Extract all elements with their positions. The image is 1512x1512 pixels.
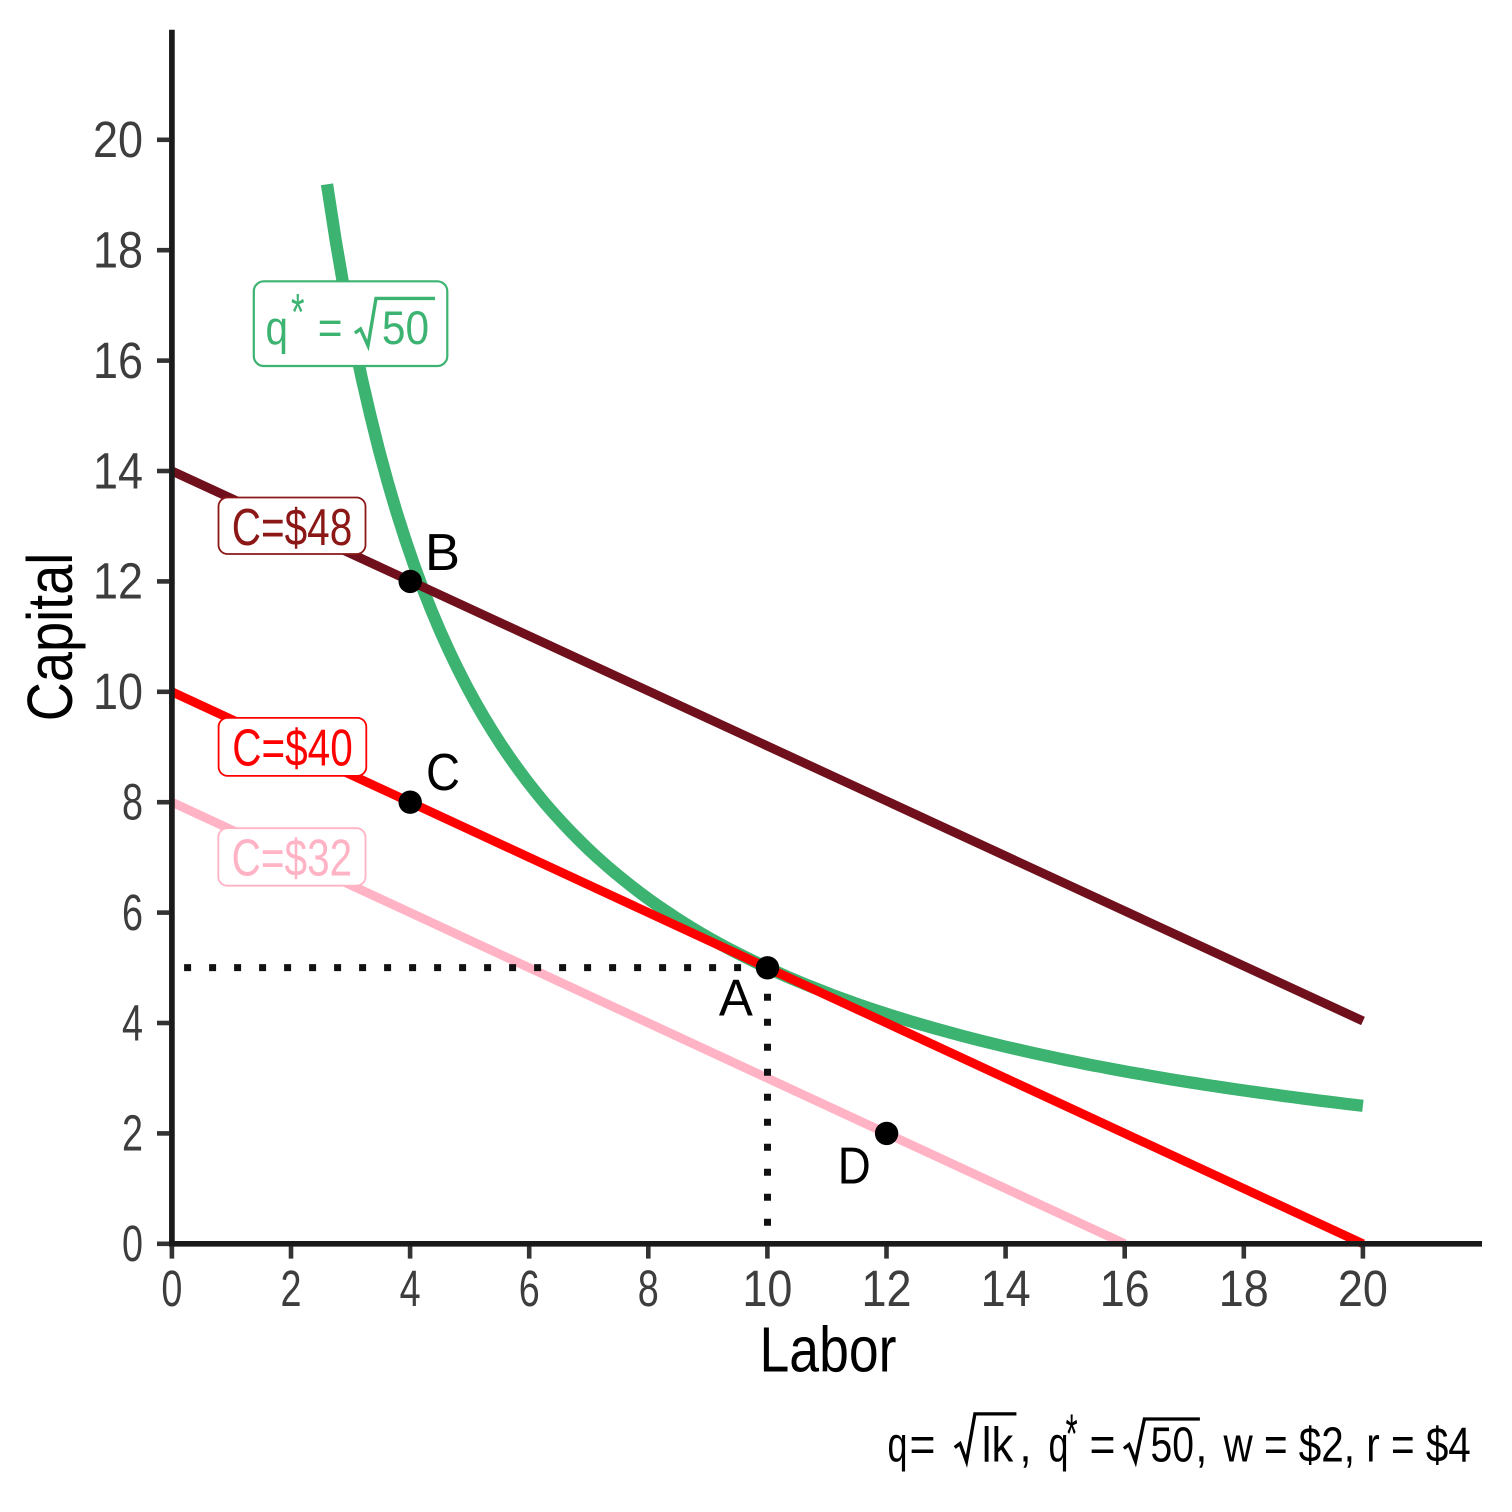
svg-text:8: 8 [638,1260,659,1317]
svg-text:14: 14 [93,442,143,499]
svg-text:lk: lk [982,1419,1014,1473]
svg-text:20: 20 [93,111,143,168]
svg-text:C=$40: C=$40 [232,720,353,778]
svg-text:2: 2 [281,1260,302,1317]
svg-text:C: C [426,744,460,802]
svg-text:*: * [291,284,305,342]
svg-text:6: 6 [519,1260,540,1317]
svg-text:A: A [719,970,753,1028]
svg-text:12: 12 [862,1260,912,1317]
svg-text:C=$48: C=$48 [232,499,353,557]
svg-text:0: 0 [161,1260,182,1317]
svg-text:0: 0 [122,1215,143,1272]
svg-text:,: , [1020,1419,1032,1473]
svg-text:*: * [1066,1402,1078,1465]
svg-text:50: 50 [382,302,429,355]
svg-text:16: 16 [93,332,143,389]
svg-text:10: 10 [93,663,143,720]
svg-text:4: 4 [122,994,143,1051]
svg-text:50: 50 [1151,1419,1195,1473]
svg-text:18: 18 [1219,1260,1269,1317]
svg-text:B: B [425,524,460,582]
svg-text:=: = [1090,1419,1116,1473]
svg-text:12: 12 [93,553,143,610]
svg-text:w = $2, r = $4: w = $2, r = $4 [1223,1419,1471,1473]
svg-text:D: D [838,1138,871,1196]
svg-text:18: 18 [93,222,143,279]
svg-text:q: q [266,302,289,355]
svg-text:16: 16 [1100,1260,1150,1317]
svg-text:=: = [910,1419,936,1473]
svg-text:8: 8 [122,774,143,831]
svg-text:2: 2 [122,1105,143,1162]
svg-text:,: , [1195,1419,1207,1473]
svg-text:4: 4 [400,1260,421,1317]
svg-text:10: 10 [742,1260,792,1317]
svg-text:Labor: Labor [760,1313,897,1385]
svg-text:14: 14 [981,1260,1031,1317]
svg-text:q: q [888,1419,908,1473]
svg-text:20: 20 [1338,1260,1388,1317]
svg-text:q: q [1049,1419,1069,1473]
svg-text:=: = [318,302,343,355]
svg-text:6: 6 [122,884,143,941]
svg-text:C=$32: C=$32 [232,830,353,888]
svg-text:Capital: Capital [14,553,86,722]
